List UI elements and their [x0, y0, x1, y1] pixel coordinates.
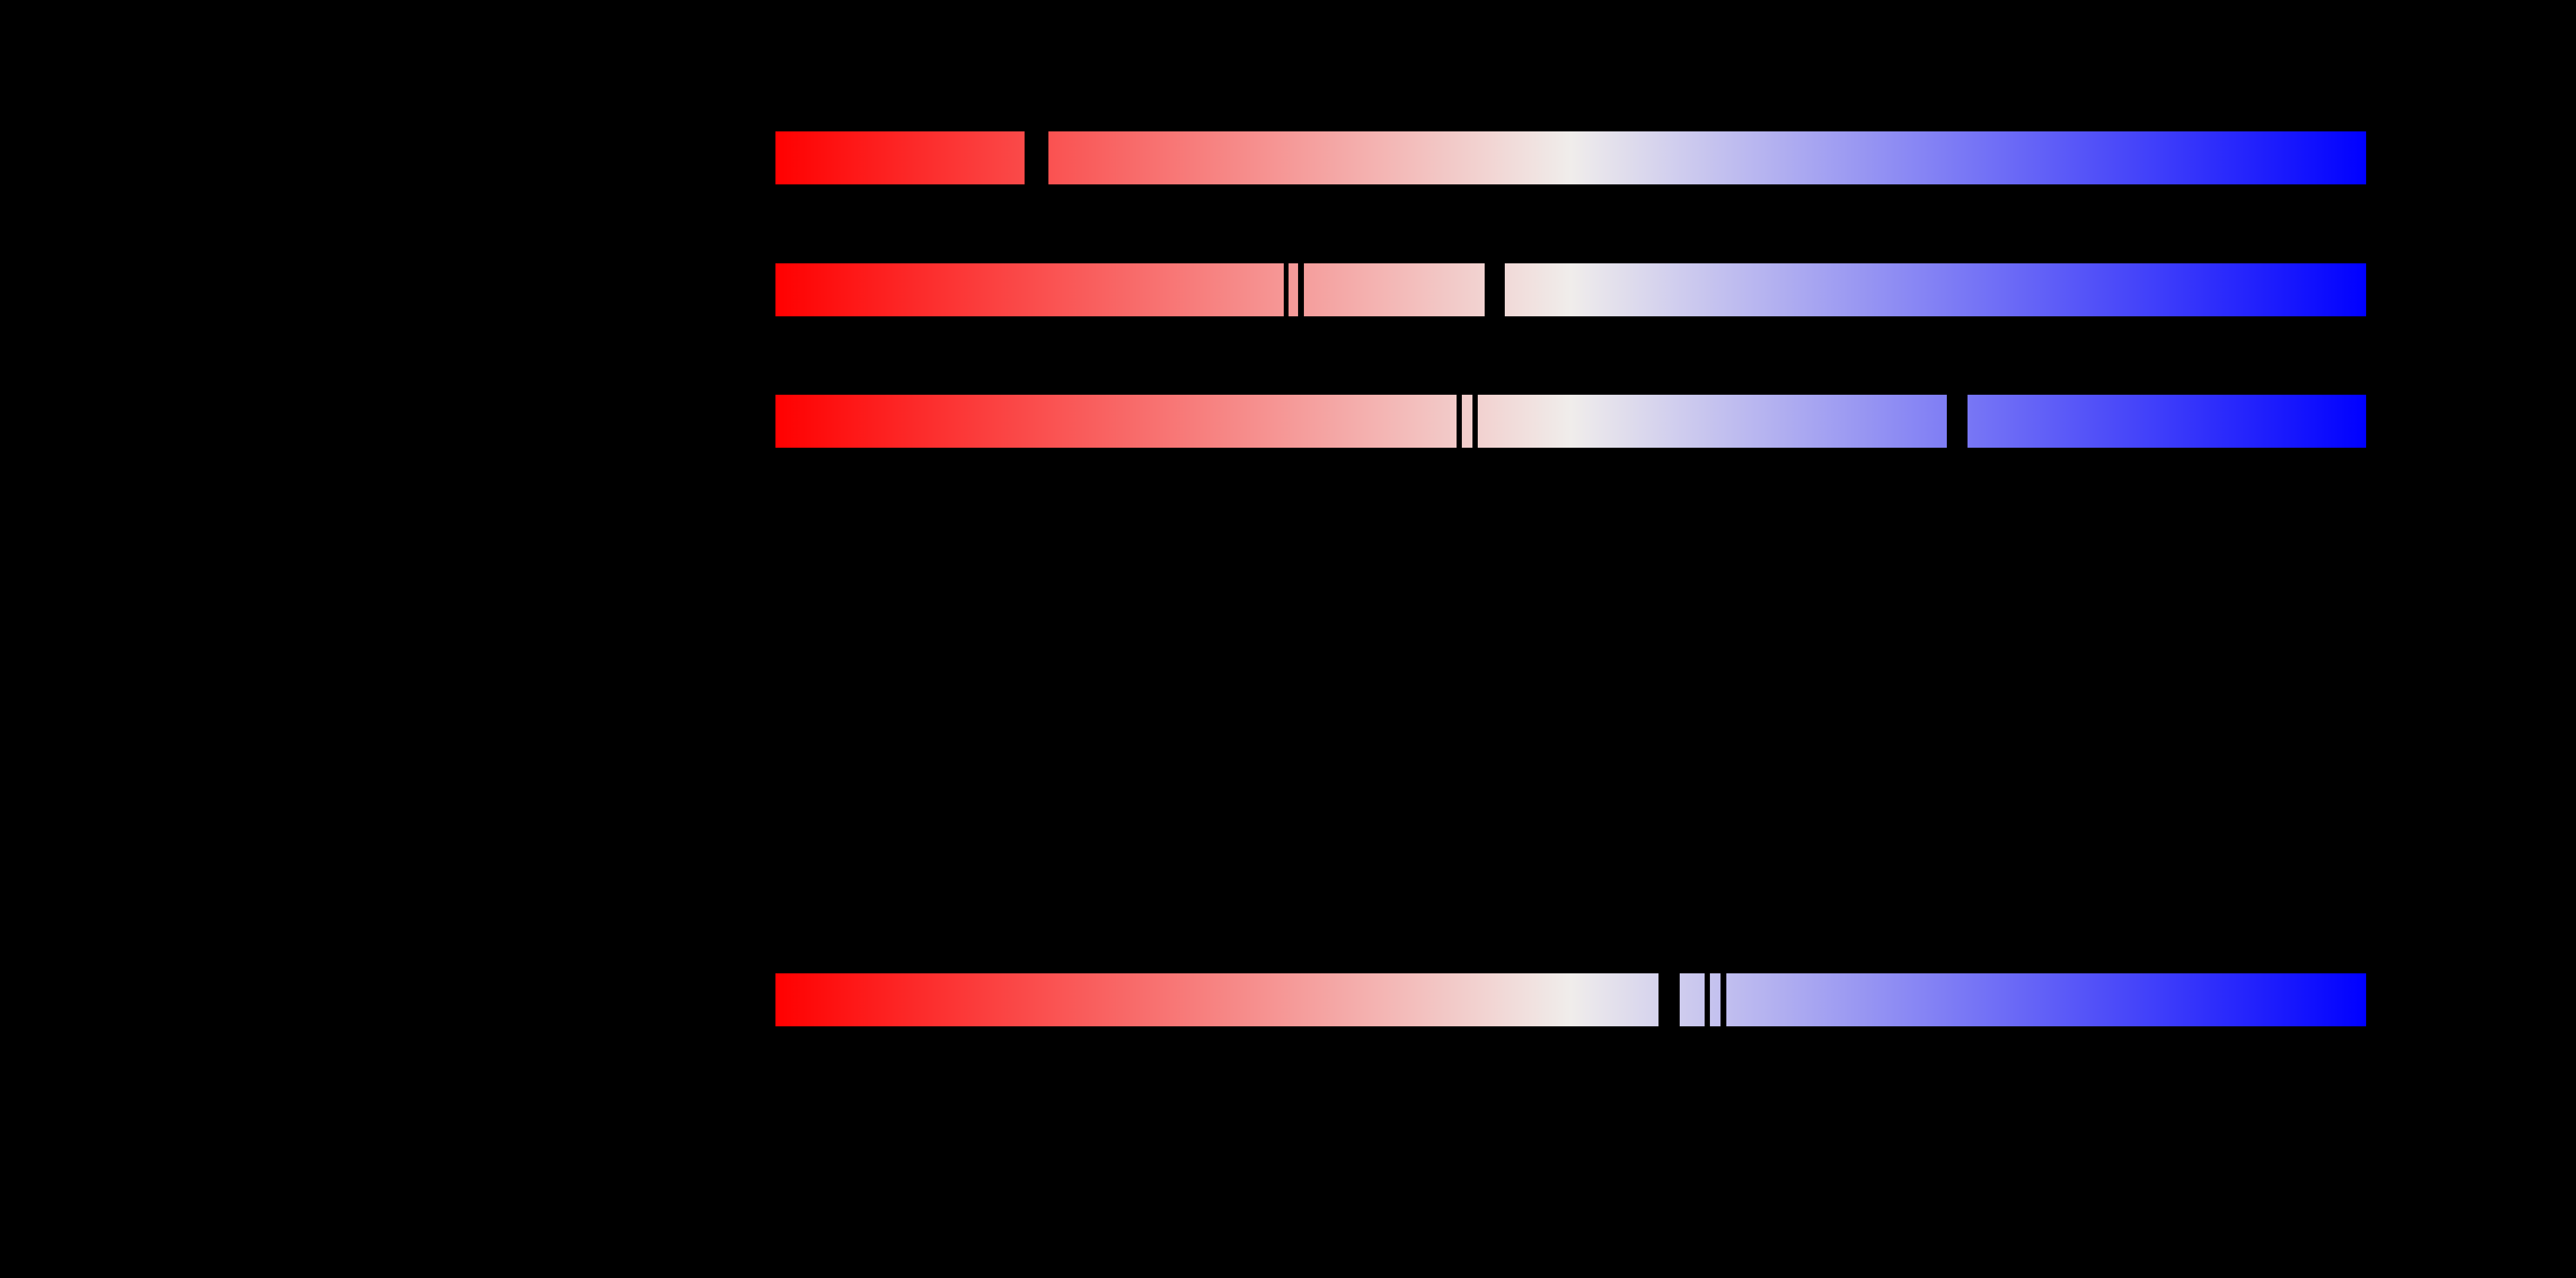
bar-gap: [1024, 131, 1048, 184]
bar-gap: [1457, 395, 1462, 448]
bar-gap: [1298, 263, 1304, 316]
gradient-bar-row-4: [775, 973, 2366, 1026]
bar-gap: [1720, 973, 1726, 1026]
bar-gap: [1485, 263, 1505, 316]
gradient-bar-row-1: [775, 131, 2366, 184]
bar-gap: [1946, 395, 1968, 448]
bar-gap: [1284, 263, 1289, 316]
gradient-bar-row-2: [775, 263, 2366, 316]
bar-gap: [1658, 973, 1680, 1026]
bar-gap: [1472, 395, 1478, 448]
bar-gap: [1704, 973, 1710, 1026]
gradient-bar-row-3: [775, 395, 2366, 448]
